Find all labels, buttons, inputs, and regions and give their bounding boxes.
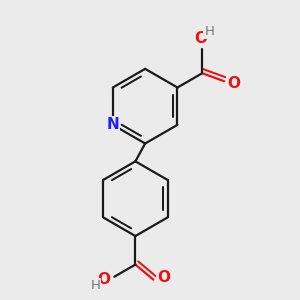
Text: H: H [204, 25, 214, 38]
Text: O: O [194, 31, 207, 46]
Text: H: H [91, 279, 100, 292]
Text: O: O [157, 269, 170, 284]
Text: O: O [227, 76, 240, 91]
Text: O: O [98, 272, 110, 287]
Text: N: N [106, 117, 119, 132]
